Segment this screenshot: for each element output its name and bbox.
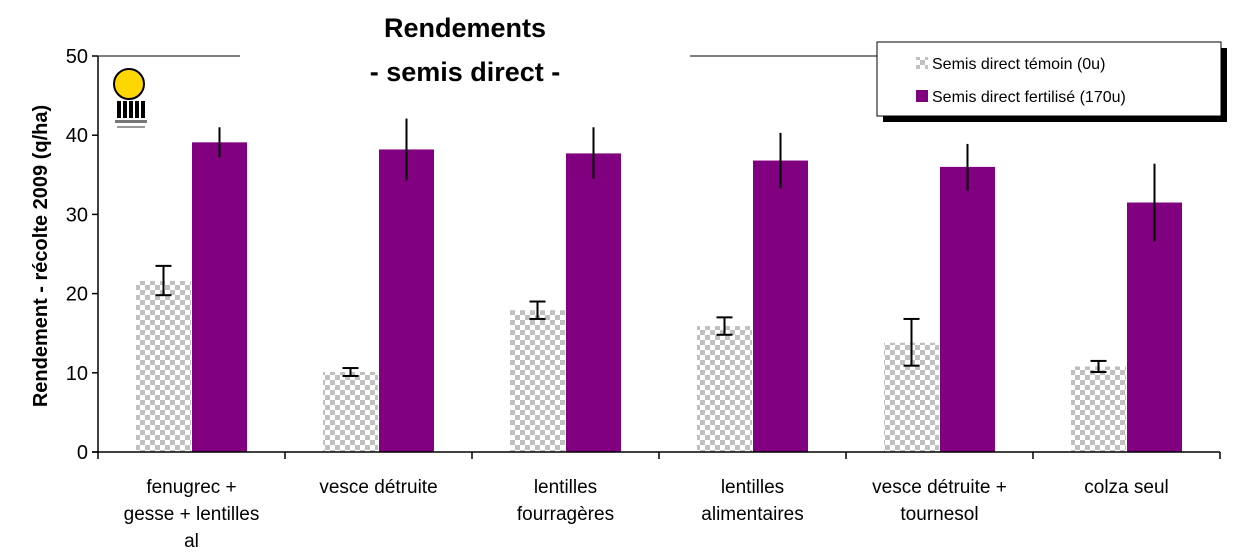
chart-title-line-1: Rendements [384,13,546,43]
x-category-label: vesce détruite [319,477,437,498]
y-tick-label: 0 [77,442,88,464]
bar-temoin-5 [1071,366,1126,452]
legend-swatch-temoin [916,57,928,69]
x-category-label: fenugrec + [146,477,236,498]
error-bar-temoin-4 [903,317,920,367]
x-category-label: fourragères [517,504,614,525]
bar-temoin-1 [323,372,378,452]
legend: Semis direct témoin (0u) Semis direct fe… [876,41,1227,122]
bar-fertilise-2 [566,153,621,452]
y-tick-label: 50 [66,46,88,68]
x-category-label: al [184,531,199,552]
x-category-label: alimentaires [701,504,803,525]
chart-title-line-2: - semis direct - [370,57,561,87]
logo-icon [113,68,147,128]
y-tick-label: 40 [66,125,88,147]
error-bar-temoin-5 [1090,359,1107,374]
error-bar-temoin-2 [529,300,546,320]
x-category-label: vesce détruite + [872,477,1007,498]
bar-fertilise-1 [379,149,434,452]
legend-swatch-fertilise [916,90,928,102]
bar-fertilise-3 [753,160,808,452]
bar-temoin-0 [136,280,191,452]
error-bar-temoin-3 [716,316,733,336]
bar-temoin-2 [510,310,565,452]
x-category-label: gesse + lentilles [124,504,260,525]
bar-fertilise-4 [940,166,995,452]
x-category-label: lentilles [534,477,597,498]
bar-fertilise-5 [1127,202,1182,452]
bar-temoin-3 [697,326,752,452]
x-category-label: tournesol [900,504,978,525]
y-tick-label: 20 [66,284,88,306]
error-bar-temoin-1 [342,367,359,377]
error-bar-temoin-0 [155,264,172,297]
legend-label-fertilise: Semis direct fertilisé (170u) [932,89,1126,106]
x-category-label: lentilles [721,477,784,498]
y-tick-label: 30 [66,204,88,226]
bar-fertilise-0 [192,142,247,452]
x-category-label: colza seul [1084,477,1169,498]
y-axis-label: Rendement - récolte 2009 (q/ha) [30,105,52,407]
y-tick-label: 10 [66,363,88,385]
legend-label-temoin: Semis direct témoin (0u) [932,56,1105,73]
